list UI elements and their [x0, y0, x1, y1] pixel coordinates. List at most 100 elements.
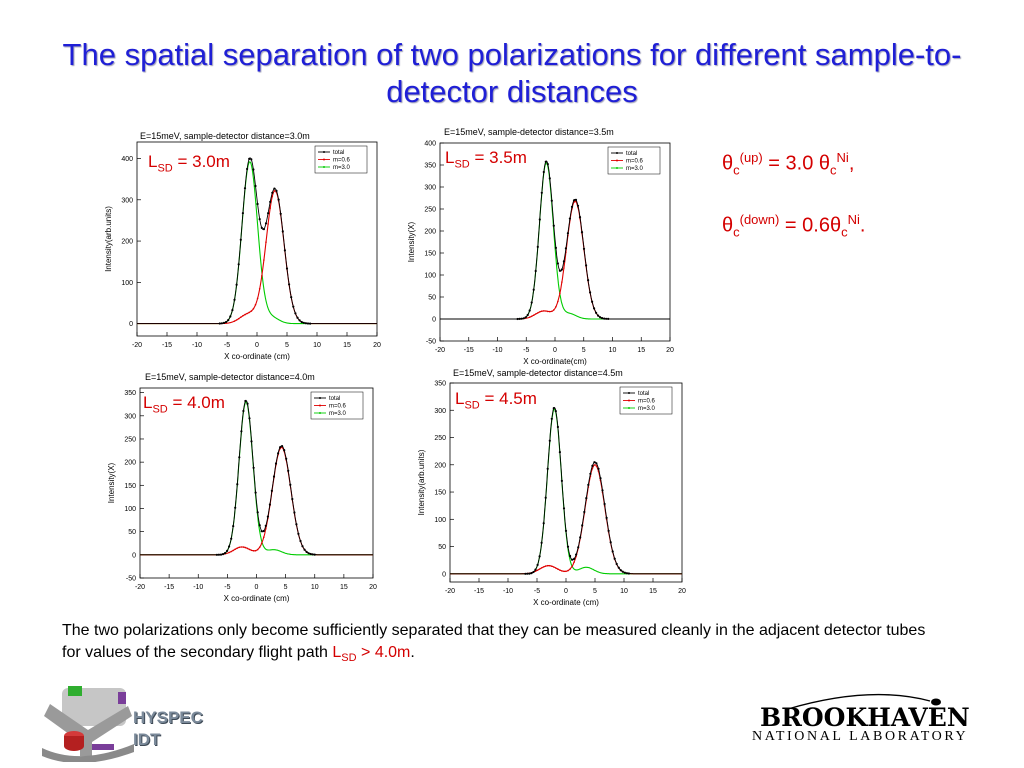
series-point — [554, 410, 557, 413]
series-point — [262, 228, 265, 231]
theta-end: . — [859, 214, 866, 237]
series-point — [530, 572, 533, 575]
y-tick-label: 350 — [124, 390, 136, 397]
legend-label: m=0.6 — [638, 399, 656, 405]
series-point — [567, 569, 569, 572]
legend-marker — [323, 166, 325, 168]
series-point — [599, 316, 602, 319]
series-point — [298, 319, 301, 322]
theta-sup: (up) — [739, 150, 763, 165]
series-point — [271, 191, 274, 194]
series-point — [246, 547, 249, 550]
y-tick-label: 200 — [434, 462, 446, 469]
series-point — [266, 515, 269, 518]
series-point — [252, 466, 255, 469]
x-tick-label: 15 — [637, 347, 645, 354]
series-point — [595, 311, 598, 314]
theta-sub: c — [733, 162, 740, 178]
series-point — [587, 483, 590, 486]
series-point — [565, 570, 567, 573]
series-point — [302, 321, 305, 324]
series-point — [230, 537, 233, 540]
series-point — [234, 506, 237, 509]
series-point — [542, 566, 545, 568]
series-point — [250, 158, 253, 161]
series-point — [263, 536, 265, 538]
series-point — [534, 269, 537, 273]
series-point — [252, 308, 255, 310]
x-tick-label: -5 — [523, 347, 529, 354]
hyspec-logo-icon — [42, 686, 134, 762]
series-point — [593, 307, 596, 310]
series-point — [549, 310, 551, 313]
series-point — [546, 564, 549, 567]
series-point — [534, 568, 537, 571]
series-point — [273, 187, 276, 190]
series-point — [237, 317, 240, 320]
series-point — [611, 550, 614, 553]
x-tick-label: -15 — [164, 584, 174, 591]
series-point — [283, 449, 286, 452]
x-axis-label: X co-ordinate (cm) — [224, 594, 290, 603]
series-point — [246, 167, 249, 171]
series-point — [589, 472, 592, 475]
series-point — [623, 571, 626, 574]
series-point — [246, 312, 248, 315]
series-point — [553, 566, 555, 568]
series-point — [530, 301, 533, 304]
series-point — [585, 264, 588, 267]
series-point — [304, 322, 307, 325]
series-point — [299, 539, 302, 543]
series-point — [285, 457, 288, 460]
series-point — [301, 545, 304, 548]
series-point — [275, 189, 278, 192]
series-point — [587, 279, 590, 282]
series-point — [228, 545, 231, 548]
chart-1: E=15meV, sample-detector distance=3.0m -… — [95, 128, 395, 373]
x-axis-label: X co-ordinate (cm) — [533, 598, 599, 607]
series-point — [548, 439, 551, 442]
series-point — [555, 306, 557, 308]
series-point — [242, 546, 245, 548]
series-point — [250, 440, 253, 443]
series-point — [528, 572, 531, 575]
x-tick-label: 0 — [553, 347, 557, 354]
series-point — [264, 222, 268, 225]
lsd-main: L — [445, 148, 455, 167]
lsd-value: = 4.0m — [167, 393, 225, 412]
x-tick-label: 15 — [340, 584, 348, 591]
series-point — [217, 553, 220, 556]
series-point — [566, 232, 569, 235]
chart-title: E=15meV, sample-detector distance=4.0m — [145, 372, 315, 382]
series-point — [227, 319, 230, 322]
caption-text: The two polarizations only become suffic… — [62, 622, 926, 661]
series-point — [563, 267, 565, 269]
series-point — [269, 200, 272, 203]
chart-title: E=15meV, sample-detector distance=3.5m — [444, 127, 614, 137]
chart-title: E=15meV, sample-detector distance=3.0m — [140, 131, 310, 141]
series-point — [258, 546, 261, 548]
legend-label: m=0.6 — [333, 158, 351, 164]
series-point — [520, 317, 523, 320]
x-tick-label: -15 — [474, 588, 484, 595]
series-point — [254, 184, 257, 188]
chart-title: E=15meV, sample-detector distance=4.5m — [453, 368, 623, 378]
series-point — [292, 305, 295, 308]
legend-label: m=0.6 — [626, 159, 644, 165]
x-tick-label: -20 — [445, 588, 455, 595]
series-point — [236, 547, 239, 549]
series-point — [546, 163, 549, 166]
series-line — [440, 200, 670, 320]
lsd-main: L — [143, 393, 153, 412]
series-point — [215, 553, 218, 556]
y-tick-label: 250 — [124, 436, 136, 443]
theta-down-equation: θc(down) = 0.6θcNi. — [722, 212, 865, 240]
series-point — [297, 532, 300, 535]
caption-lsd-main: L — [332, 644, 342, 661]
series-point — [274, 462, 278, 465]
series-point — [228, 551, 230, 554]
series-point — [564, 247, 567, 250]
series-point — [583, 510, 586, 514]
series-point — [305, 550, 308, 553]
series-point — [528, 316, 531, 318]
